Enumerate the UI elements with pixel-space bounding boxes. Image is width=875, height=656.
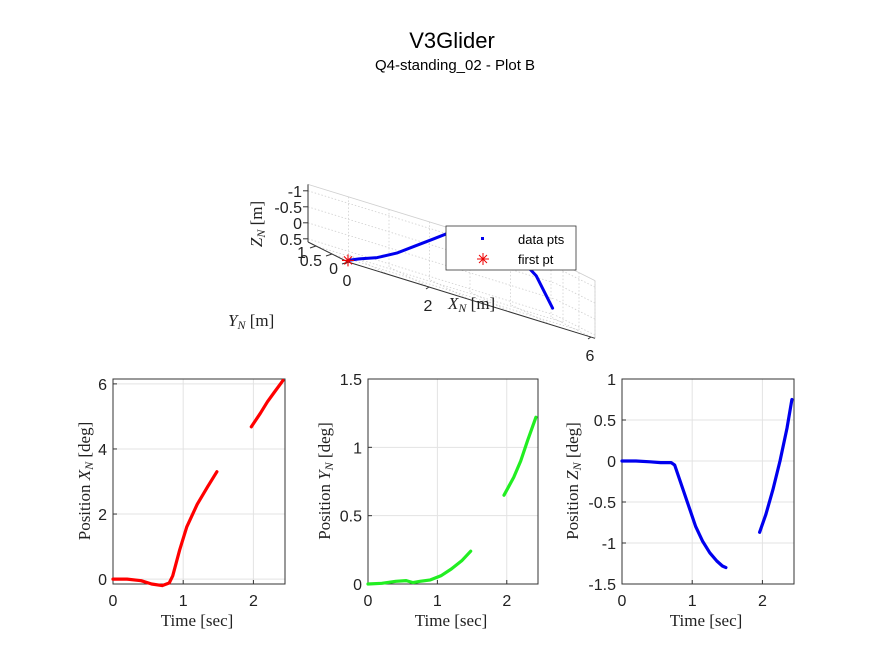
- x-tick-label: 2: [758, 593, 767, 610]
- y-tick-mark: [309, 245, 317, 249]
- series-line-1: [620, 459, 728, 570]
- y-tick-label: 0.5: [300, 253, 322, 270]
- x-axis-label: Time [sec]: [415, 611, 488, 630]
- z-tick-label: 0.5: [280, 232, 302, 249]
- figure-title: V3Glider: [409, 28, 495, 53]
- 3d-xlabel: XN [m]: [447, 294, 495, 315]
- ylabel-xn: Position XN [deg]: [75, 422, 96, 541]
- plot-area: [622, 379, 794, 584]
- grid-side-z: [554, 282, 596, 304]
- 3d-zlabel: ZN [m]: [247, 201, 268, 247]
- subplot-position-zn: 0 1 2 1 0.5 0 -0.5 -1 -1.5 Time [sec]: [588, 372, 795, 630]
- grid-back-z: [307, 190, 556, 268]
- y-tick-label: 2: [98, 507, 107, 524]
- x-tick-label: 0: [364, 593, 373, 610]
- svg-text:Position YN [deg]: Position YN [deg]: [315, 422, 336, 540]
- legend-label-data-pts: data pts: [518, 232, 565, 247]
- x-axis-label: Time [sec]: [670, 611, 743, 630]
- y-tick-label: 0.5: [594, 413, 616, 430]
- y-tick-label: 1: [607, 372, 616, 389]
- legend-box: [445, 225, 577, 271]
- series-line-2: [757, 397, 794, 534]
- x-tick-label: 2: [249, 593, 258, 610]
- svg-text:Position ZN [deg]: Position ZN [deg]: [563, 422, 584, 540]
- x-tick-mark: [425, 286, 430, 290]
- grid-floor-x: [348, 254, 389, 275]
- subplot-position-xn: 0 1 2 0 2 4 6 Time [sec]: [98, 377, 286, 630]
- grid-floor-x: [469, 291, 511, 313]
- y-tick-label: 1: [353, 440, 362, 457]
- x-tick-label: 2: [424, 298, 433, 315]
- data-pts-segment-1: [346, 229, 455, 262]
- z-tick-label: -1: [288, 184, 302, 201]
- y-tick-label: -1: [602, 536, 616, 553]
- y-axis-line: [307, 241, 349, 263]
- grid-floor-x: [429, 279, 470, 300]
- z-tick-label: -0.5: [274, 200, 302, 217]
- plot-area: [113, 379, 285, 584]
- x-axis-label: Time [sec]: [161, 611, 234, 630]
- series-line-2: [249, 379, 285, 429]
- grid-floor-x: [510, 304, 551, 325]
- y-tick-label: 6: [98, 377, 107, 394]
- series-line-2: [502, 415, 538, 497]
- grid-side-z: [554, 298, 596, 320]
- subplot-position-yn: 0 1 2 0 0.5 1 1.5 Time [sec]: [340, 372, 539, 630]
- grid-side-z: [554, 314, 596, 336]
- figure-subtitle: Q4-standing_02 - Plot B: [375, 57, 535, 74]
- first-pt-stroke: [343, 256, 353, 265]
- series-line-1: [366, 549, 473, 586]
- series-line-1: [111, 470, 219, 588]
- y-tick-label: 0: [353, 577, 362, 594]
- axes-box: [367, 378, 539, 585]
- x-tick-label: 2: [502, 593, 511, 610]
- x-axis-line: [347, 261, 596, 339]
- y-tick-label: 1: [297, 245, 306, 262]
- grid-floor-x: [388, 266, 430, 288]
- ylabel-zn: Position ZN [deg]: [563, 422, 584, 540]
- y-tick-label: 4: [98, 442, 107, 459]
- y-tick-label: -1.5: [588, 577, 616, 594]
- x-tick-label: 0: [109, 593, 118, 610]
- y-tick-label: 1.5: [340, 372, 362, 389]
- x-tick-mark: [587, 336, 592, 340]
- y-tick-mark: [325, 253, 333, 257]
- x-tick-label: 6: [586, 348, 595, 365]
- y-tick-label: 0: [607, 454, 616, 471]
- first-pt-marker: [342, 254, 354, 267]
- y-tick-label: 0.5: [340, 509, 362, 526]
- legend-marker-data-pts: [481, 237, 484, 240]
- x-tick-label: 1: [433, 593, 442, 610]
- axes-box: [112, 378, 286, 585]
- grid-side-z: [554, 266, 596, 288]
- zlabel-var: ZN [m]: [247, 201, 268, 247]
- legend-label-first-pt: first pt: [518, 252, 554, 267]
- grid-back-z: [307, 222, 556, 300]
- legend: data pts first pt: [445, 225, 577, 271]
- y-tick-label: 0: [98, 572, 107, 589]
- axes-box: [621, 378, 795, 585]
- y-tick-label: -0.5: [588, 495, 616, 512]
- svg-text:Position XN [deg]: Position XN [deg]: [75, 422, 96, 541]
- z-tick-label: 0: [293, 216, 302, 233]
- 3d-ylabel: YN [m]: [228, 311, 274, 332]
- ylabel-yn: Position YN [deg]: [315, 422, 336, 540]
- grid-back-z: [307, 206, 556, 284]
- x-tick-label: 0: [343, 273, 352, 290]
- grid-floor-y: [331, 253, 580, 331]
- y-tick-label: 0: [329, 261, 338, 278]
- x-tick-label: 1: [179, 593, 188, 610]
- grid-floor-x: [550, 316, 592, 338]
- x-tick-label: 1: [688, 593, 697, 610]
- legend-marker-first-pt: [477, 253, 489, 265]
- x-tick-label: 0: [618, 593, 627, 610]
- grid-back-z: [307, 238, 556, 316]
